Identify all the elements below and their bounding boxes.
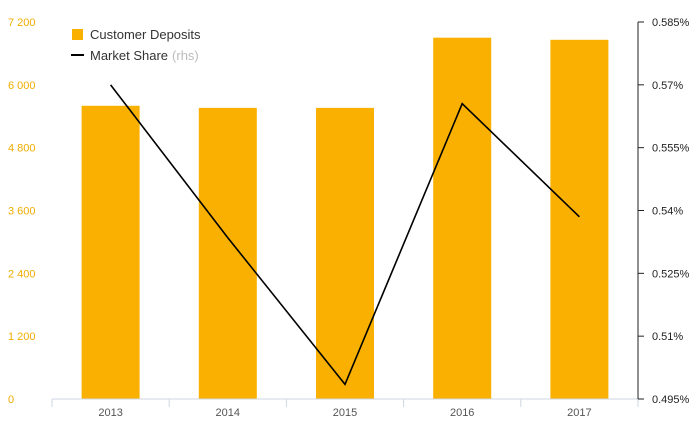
left-axis-ticks: 0 1 200 2 400 3 600 4 800 6 000 7 200 [8, 17, 36, 406]
right-tick-label: 0.495% [652, 394, 690, 406]
right-tick-label: 0.57% [652, 80, 683, 92]
right-tick-label: 0.555% [652, 143, 690, 155]
bar-2013 [81, 105, 140, 400]
x-axis-labels: 2013 2014 2015 2016 2017 [98, 407, 591, 419]
legend-market-share-note: (rhs) [172, 48, 199, 63]
left-tick-label: 1 200 [8, 331, 36, 343]
right-tick-label: 0.54% [652, 206, 683, 218]
x-tick-label-2016: 2016 [450, 407, 474, 419]
left-tick-label: 0 [8, 394, 14, 406]
bar-2017 [550, 39, 609, 400]
left-tick-label: 6 000 [8, 80, 36, 92]
left-tick-label: 3 600 [8, 206, 36, 218]
x-tick-label-2014: 2014 [216, 407, 240, 419]
bars-layer [81, 37, 609, 400]
right-axis-ticks: 0.495% 0.51% 0.525% 0.54% 0.555% 0.57% 0.585% [638, 17, 690, 406]
bar-2015 [316, 107, 374, 399]
line-layer [109, 84, 580, 386]
x-tick-label-2013: 2013 [98, 407, 122, 419]
bar-2016 [433, 37, 492, 399]
x-tick-marks [51, 399, 639, 407]
left-tick-label: 7 200 [8, 17, 36, 29]
left-tick-label: 4 800 [8, 143, 36, 155]
right-tick-label: 0.585% [652, 17, 690, 29]
legend-label-market-share: Market Share (rhs) [90, 48, 199, 63]
legend: Customer Deposits Market Share (rhs) [71, 27, 201, 63]
legend-swatch-customer-deposits [72, 29, 83, 40]
bar-2014 [198, 107, 257, 399]
right-tick-label: 0.51% [652, 331, 683, 343]
x-tick-label-2017: 2017 [567, 407, 591, 419]
legend-label-customer-deposits: Customer Deposits [90, 27, 201, 42]
x-tick-label-2015: 2015 [333, 407, 357, 419]
legend-market-share-name: Market Share [90, 48, 168, 63]
market-share-line [109, 84, 580, 386]
right-tick-label: 0.525% [652, 268, 690, 280]
left-tick-label: 2 400 [8, 268, 36, 280]
